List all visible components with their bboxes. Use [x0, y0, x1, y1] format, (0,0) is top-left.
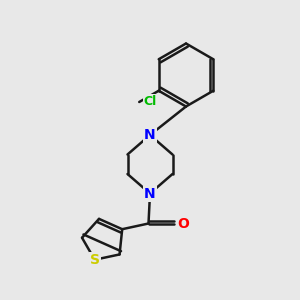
Text: O: O	[177, 217, 189, 230]
Text: N: N	[144, 187, 156, 200]
Text: S: S	[90, 253, 100, 267]
Text: Cl: Cl	[144, 95, 157, 109]
Text: N: N	[144, 128, 156, 142]
